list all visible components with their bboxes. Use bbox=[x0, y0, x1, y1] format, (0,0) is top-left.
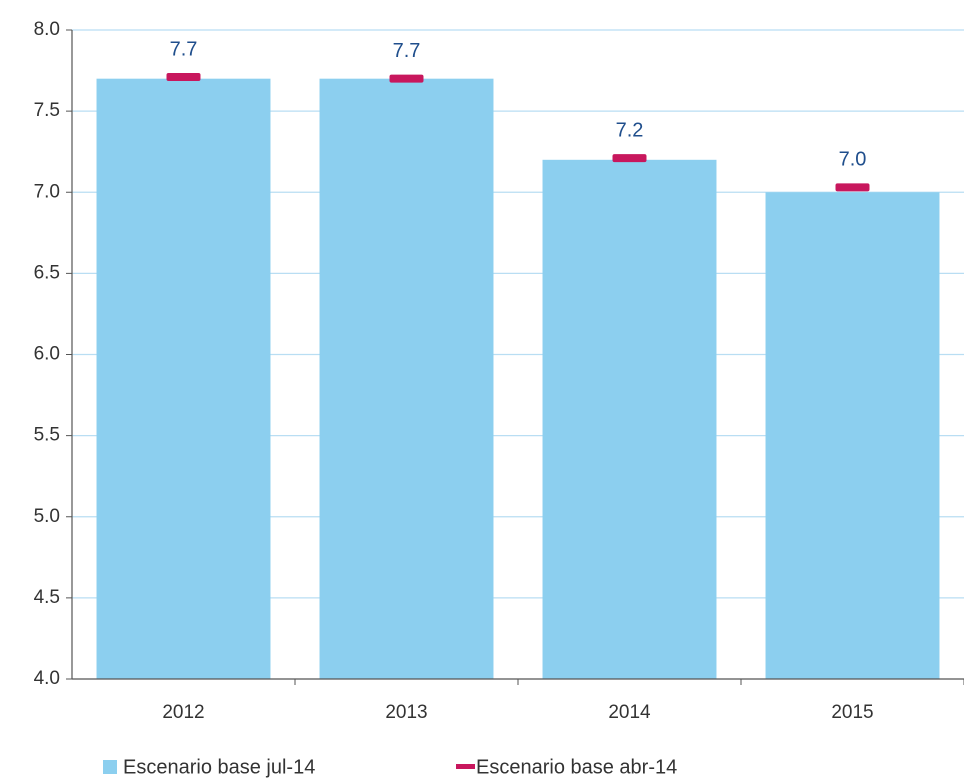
x-tick-label: 2014 bbox=[608, 702, 651, 723]
y-tick-label: 6.0 bbox=[34, 344, 60, 365]
x-tick-label: 2013 bbox=[385, 702, 427, 723]
data-label: 7.7 bbox=[170, 38, 198, 60]
y-tick-label: 5.5 bbox=[34, 425, 60, 446]
dash-marker bbox=[612, 154, 647, 163]
bar bbox=[96, 78, 271, 680]
data-label: 7.2 bbox=[616, 119, 644, 141]
bar bbox=[542, 159, 717, 680]
legend-swatch bbox=[456, 764, 475, 769]
legend-swatch bbox=[103, 760, 117, 774]
y-tick-label: 4.5 bbox=[34, 587, 60, 608]
y-tick-label: 7.0 bbox=[34, 181, 60, 202]
dash-marker bbox=[166, 73, 201, 82]
data-label: 7.0 bbox=[839, 149, 867, 171]
y-tick-label: 7.5 bbox=[34, 100, 60, 121]
x-tick-label: 2015 bbox=[831, 702, 873, 723]
y-tick-label: 5.0 bbox=[34, 506, 60, 527]
y-tick-label: 8.0 bbox=[34, 19, 60, 40]
y-tick-label: 6.5 bbox=[34, 262, 60, 283]
bar bbox=[319, 78, 494, 680]
dash-marker bbox=[389, 74, 424, 83]
dash-marker bbox=[835, 183, 870, 192]
bar bbox=[765, 192, 940, 679]
x-tick-label: 2012 bbox=[162, 702, 204, 723]
data-label: 7.7 bbox=[393, 40, 421, 62]
legend-label: Escenario base jul-14 bbox=[123, 756, 315, 778]
y-tick-label: 4.0 bbox=[34, 668, 60, 689]
legend-label: Escenario base abr-14 bbox=[476, 756, 677, 778]
